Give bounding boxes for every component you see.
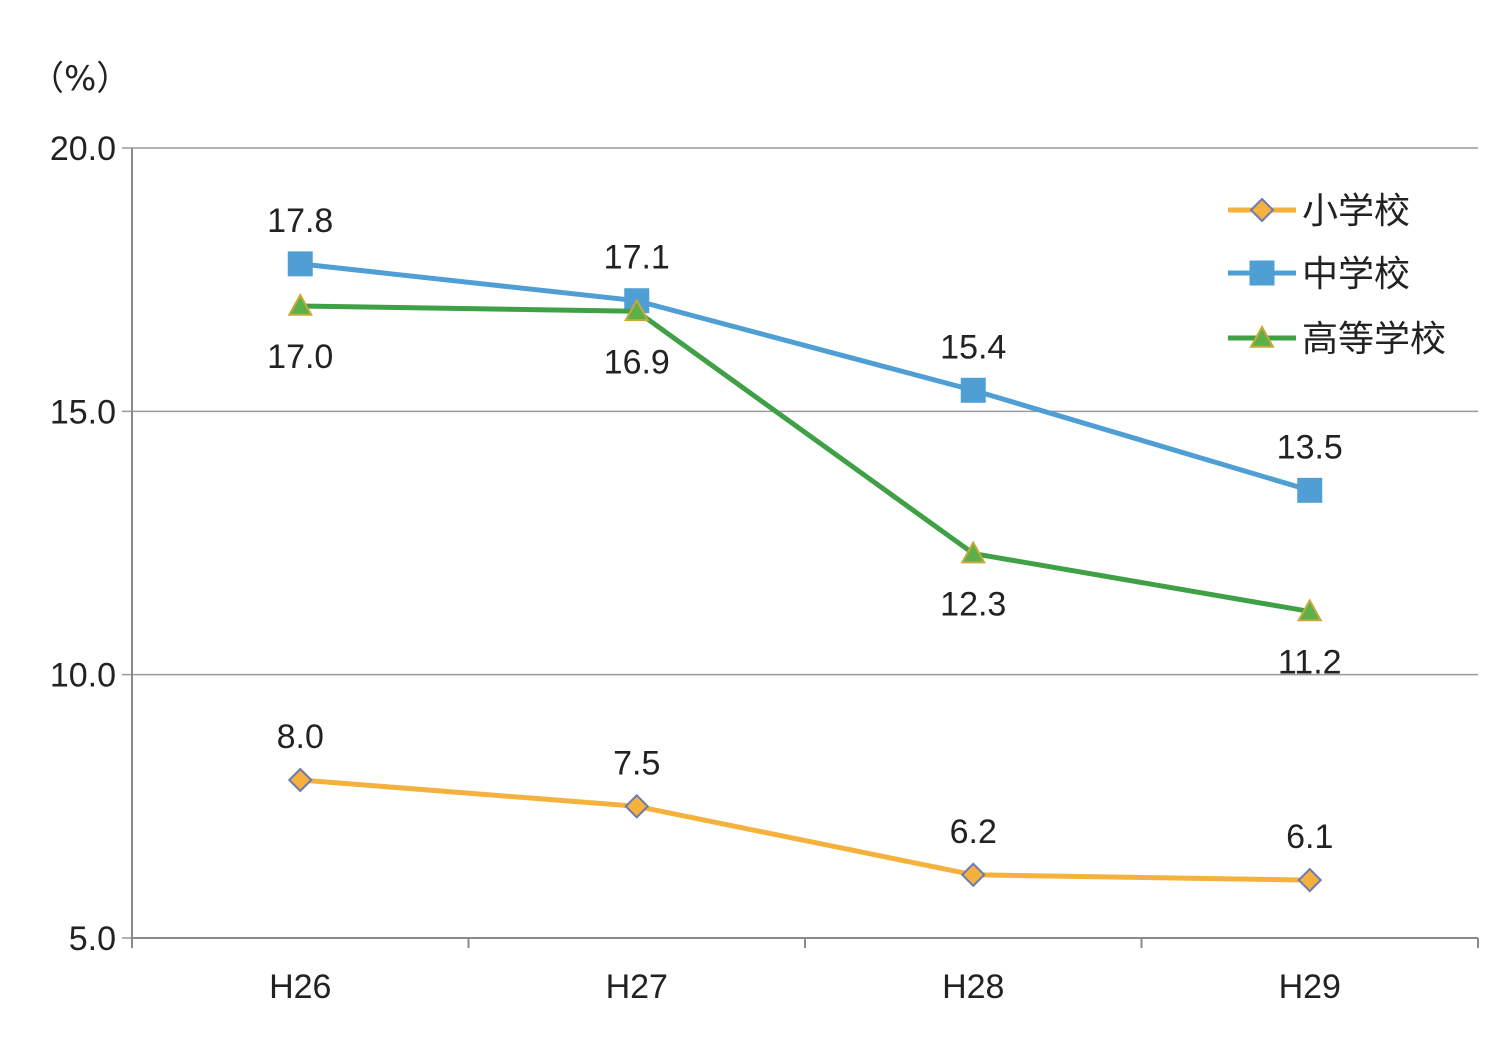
legend-marker-square: [1249, 260, 1275, 286]
x-tick-label: H27: [606, 968, 668, 1006]
data-label: 12.3: [940, 586, 1006, 624]
data-point-diamond: [624, 793, 650, 819]
series-lines: [287, 251, 1323, 893]
legend-label: 中学校: [1302, 254, 1410, 295]
x-tick-label: H29: [1279, 968, 1341, 1006]
y-unit-label: （%）: [30, 59, 130, 99]
data-label: 13.5: [1277, 428, 1343, 466]
y-tick-label: 15.0: [50, 393, 116, 431]
data-point-diamond: [1297, 867, 1323, 893]
legend-label: 小学校: [1302, 191, 1410, 232]
data-labels: 8.0 7.5 6.2 6.1 17.8 17.1 15.4 13.5 17.0 16.9 12.3…: [267, 202, 1343, 856]
series-line-0: [300, 777, 1310, 883]
series-line-2: [300, 303, 1311, 614]
legend-marker-diamond: [1249, 197, 1275, 223]
legend-marker-triangle: [1249, 324, 1275, 348]
data-label: 6.1: [1286, 818, 1333, 856]
data-point-triangle: [624, 298, 650, 322]
y-tick-label: 10.0: [50, 657, 116, 695]
data-point-triangle: [287, 292, 313, 316]
data-point-square: [960, 377, 986, 403]
data-label: 7.5: [613, 744, 660, 782]
series-line-1: [299, 261, 1311, 493]
y-tick-label: 5.0: [69, 920, 116, 958]
data-point-square: [1297, 477, 1323, 503]
data-label: 17.1: [604, 239, 670, 277]
data-label: 17.0: [267, 338, 333, 376]
data-label: 17.8: [267, 202, 333, 240]
data-point-diamond: [287, 767, 313, 793]
data-point-diamond: [960, 862, 986, 888]
data-label: 6.2: [950, 813, 997, 851]
axes: 5.0 10.0 15.0 20.0 H26 H27 H28 H29: [50, 130, 1479, 1006]
data-label: 16.9: [604, 343, 670, 381]
data-label: 15.4: [940, 328, 1006, 366]
data-point-square: [287, 251, 313, 277]
x-tick-label: H28: [942, 968, 1004, 1006]
data-point-triangle: [1297, 598, 1323, 622]
data-label: 11.2: [1278, 643, 1342, 681]
data-label: 8.0: [277, 718, 324, 756]
data-point-triangle: [960, 540, 986, 564]
y-tick-label: 20.0: [50, 130, 116, 168]
x-tick-label: H26: [269, 968, 331, 1006]
legend-label: 高等学校: [1302, 319, 1446, 360]
